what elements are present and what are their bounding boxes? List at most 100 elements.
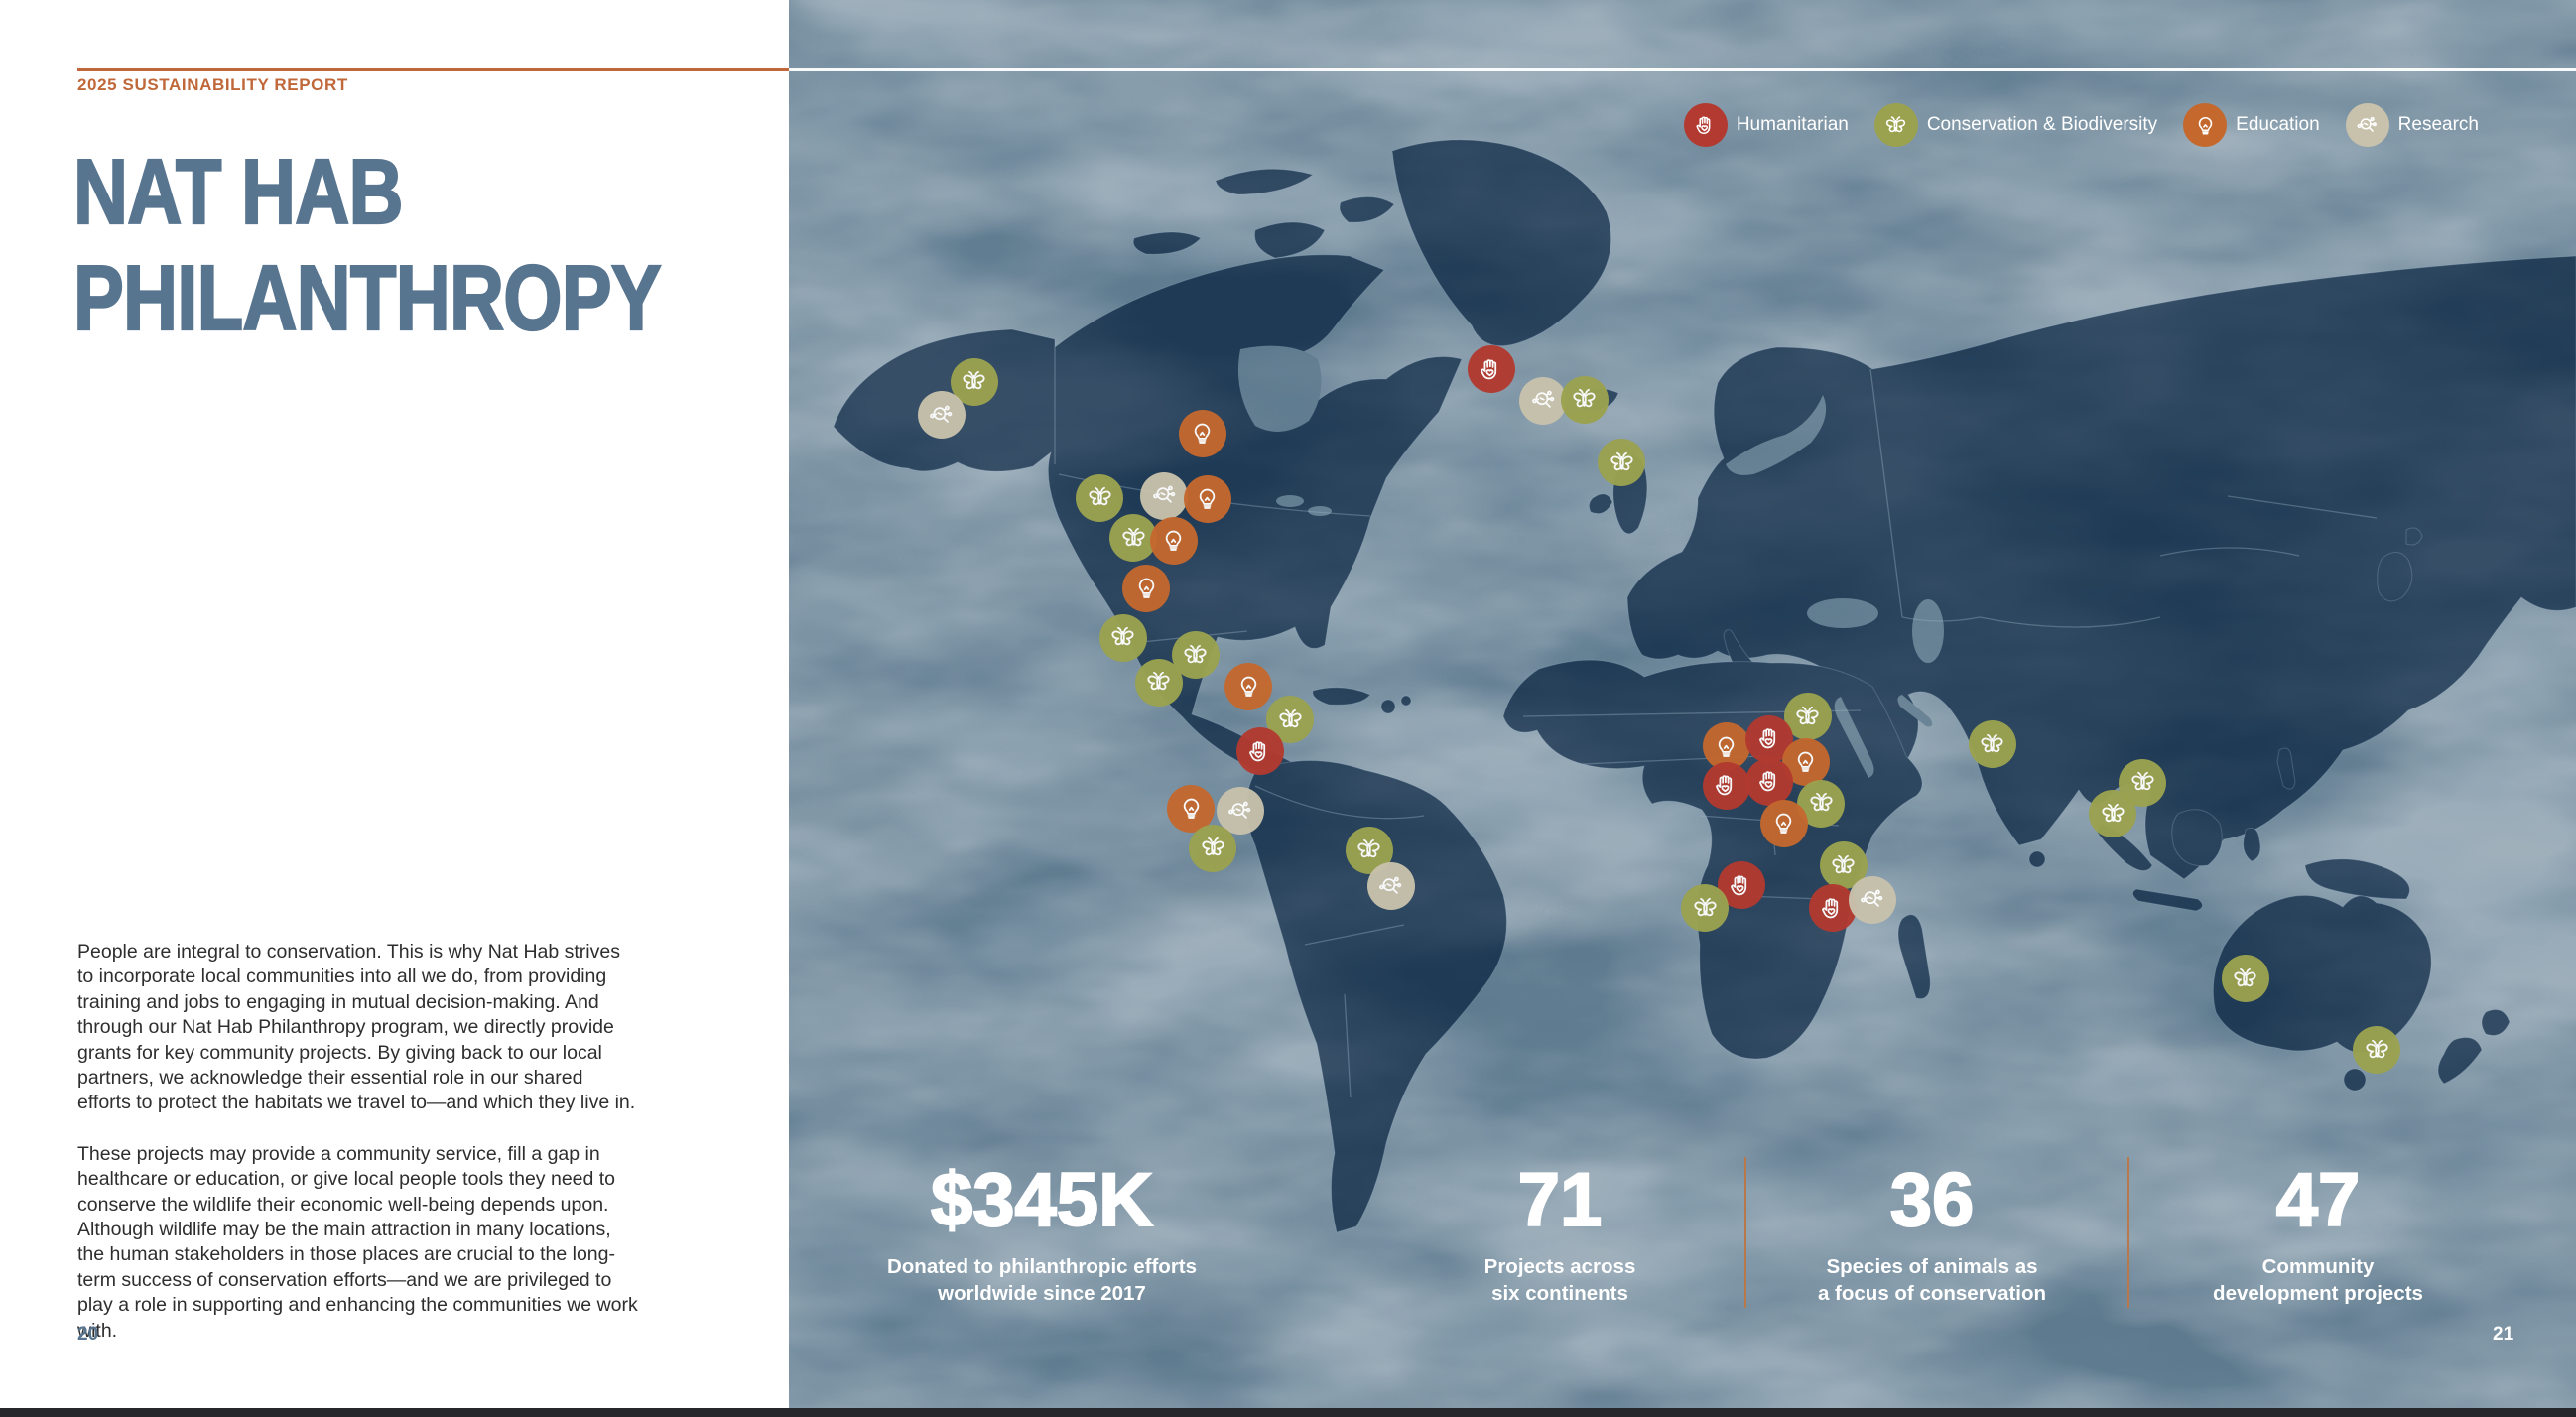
butterfly-icon bbox=[2365, 1039, 2388, 1058]
hand-heart-icon bbox=[1249, 740, 1266, 761]
butterfly-icon bbox=[1111, 627, 1135, 646]
map-header-rule bbox=[789, 68, 2576, 71]
map-page: Humanitarian Conservation & Biodiversity… bbox=[789, 0, 2576, 1417]
map-marker-education bbox=[1167, 784, 1216, 833]
butterfly-icon bbox=[1357, 839, 1381, 858]
butterfly-icon bbox=[1693, 897, 1717, 916]
butterfly-icon bbox=[1809, 793, 1833, 812]
humanitarian-icon bbox=[1683, 103, 1728, 147]
lightbulb-icon bbox=[1200, 489, 1216, 510]
butterfly-icon bbox=[1873, 103, 1918, 147]
butterfly-icon bbox=[1832, 854, 1856, 873]
butterfly-icon bbox=[1278, 708, 1302, 727]
map-marker-research bbox=[1216, 787, 1264, 836]
paragraph-1: People are integral to conservation. Thi… bbox=[77, 941, 636, 1114]
lightbulb-icon bbox=[2183, 103, 2228, 147]
map-marker-humanitarian bbox=[1745, 757, 1794, 806]
page-title-line-2: PHILANTHROPY bbox=[72, 245, 662, 350]
magnifier-icon bbox=[1861, 890, 1883, 908]
legend-item-humanitarian: Humanitarian bbox=[1683, 103, 1849, 147]
map-marker-research bbox=[1519, 376, 1568, 425]
lightbulb-icon bbox=[1719, 736, 1735, 757]
lightbulb-icon bbox=[1798, 752, 1814, 773]
map-marker-education bbox=[1122, 564, 1171, 612]
page-number-left: 20 bbox=[77, 1324, 99, 1345]
butterfly-icon bbox=[2234, 967, 2257, 986]
map-marker-conservation bbox=[1109, 514, 1158, 562]
magnifier-icon bbox=[1531, 391, 1554, 409]
legend-label: Research bbox=[2397, 114, 2479, 135]
hand-heart-icon bbox=[1716, 775, 1733, 796]
butterfly-icon bbox=[1184, 644, 1207, 663]
map-marker-conservation bbox=[1098, 613, 1147, 662]
legend-item-conservation: Conservation & Biodiversity bbox=[1873, 103, 2158, 147]
map-marker-conservation bbox=[1598, 439, 1646, 487]
lightbulb-icon bbox=[1183, 799, 1199, 820]
page-title-line-1: NAT HAB bbox=[72, 139, 404, 244]
magnifier-icon bbox=[1228, 801, 1251, 819]
butterfly-icon bbox=[1147, 672, 1171, 691]
legend-item-education: Education bbox=[2183, 103, 2320, 147]
hand-heart-icon bbox=[1731, 874, 1747, 895]
butterfly-icon bbox=[963, 371, 986, 390]
left-page: 2025 SUSTAINABILITY REPORT NAT HAB PHILA… bbox=[0, 0, 789, 1417]
paragraph-2: These projects may provide a community s… bbox=[77, 1142, 638, 1342]
legend-label: Education bbox=[2236, 114, 2320, 135]
butterfly-icon bbox=[1121, 527, 1145, 546]
lightbulb-icon bbox=[1240, 677, 1256, 698]
map-marker-conservation bbox=[1134, 658, 1183, 707]
legend-label: Humanitarian bbox=[1736, 114, 1849, 135]
butterfly-icon bbox=[1573, 389, 1597, 408]
map-marker-education bbox=[1183, 474, 1231, 523]
map-marker-education bbox=[1178, 409, 1226, 457]
magnifier-icon bbox=[1379, 876, 1402, 894]
butterfly-icon bbox=[2130, 772, 2154, 791]
hand-heart-icon bbox=[1758, 771, 1775, 792]
lightbulb-icon bbox=[1195, 424, 1211, 445]
lightbulb-icon bbox=[1776, 814, 1792, 835]
map-marker-conservation bbox=[1968, 720, 2016, 769]
map-marker-humanitarian bbox=[1235, 727, 1284, 775]
map-marker-conservation bbox=[2221, 955, 2269, 1003]
map-legend: Humanitarian Conservation & Biodiversity… bbox=[1683, 103, 2479, 147]
page-number-right: 21 bbox=[2493, 1324, 2514, 1345]
map-marker-conservation bbox=[2353, 1026, 2400, 1075]
lightbulb-icon bbox=[1166, 531, 1182, 552]
global-texture-overlay bbox=[789, 0, 2576, 1409]
hand-heart-icon bbox=[1758, 728, 1775, 749]
butterfly-icon bbox=[1796, 706, 1819, 724]
map-markers-layer bbox=[789, 0, 2576, 1409]
butterfly-icon bbox=[1610, 451, 1633, 470]
map-marker-education bbox=[1759, 799, 1808, 847]
map-marker-research bbox=[917, 391, 966, 440]
legend-label: Conservation & Biodiversity bbox=[1926, 114, 2158, 135]
butterfly-icon bbox=[1201, 837, 1224, 856]
map-marker-conservation bbox=[1560, 375, 1609, 424]
map-marker-research bbox=[1140, 471, 1189, 520]
butterfly-icon bbox=[2101, 803, 2125, 822]
map-marker-conservation bbox=[1189, 824, 1237, 872]
map-marker-humanitarian bbox=[1702, 761, 1750, 810]
magnifier-icon bbox=[2345, 103, 2389, 147]
magnifier-icon bbox=[1152, 486, 1175, 504]
map-marker-conservation bbox=[2089, 790, 2136, 838]
hand-heart-icon bbox=[1822, 897, 1839, 918]
bottom-bar bbox=[0, 1408, 2576, 1417]
lightbulb-icon bbox=[1138, 579, 1154, 599]
map-marker-humanitarian bbox=[1467, 345, 1515, 394]
hand-heart-icon bbox=[1481, 358, 1497, 379]
map-marker-education bbox=[1224, 662, 1273, 710]
header-rule bbox=[77, 68, 789, 71]
butterfly-icon bbox=[1981, 733, 2004, 752]
body-text: People are integral to conservation. Thi… bbox=[77, 940, 641, 1369]
magnifier-icon bbox=[930, 405, 953, 423]
page-title: NAT HAB PHILANTHROPY bbox=[72, 139, 662, 351]
report-eyebrow: 2025 SUSTAINABILITY REPORT bbox=[77, 75, 348, 94]
legend-item-research: Research bbox=[2345, 103, 2479, 147]
map-marker-conservation bbox=[1076, 473, 1123, 522]
map-marker-conservation bbox=[1681, 884, 1729, 933]
map-marker-education bbox=[1149, 516, 1198, 565]
map-marker-research bbox=[1366, 862, 1415, 911]
butterfly-icon bbox=[1088, 487, 1111, 506]
